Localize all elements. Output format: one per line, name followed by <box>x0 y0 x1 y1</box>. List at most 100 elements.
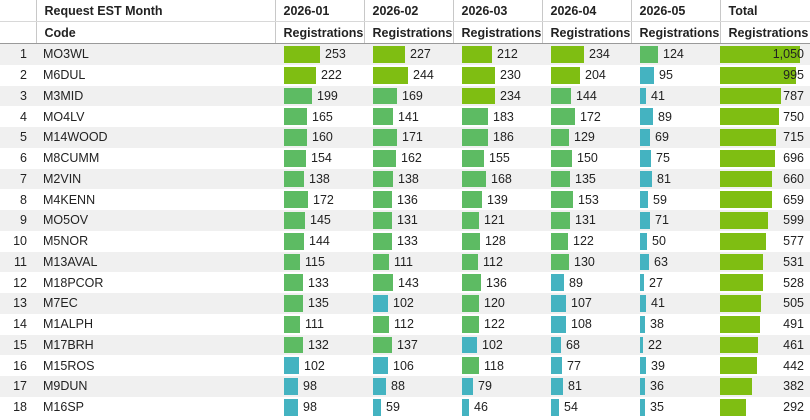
data-bar <box>373 336 392 354</box>
measure-header[interactable]: Registrations <box>363 21 453 44</box>
row-index: 3 <box>0 85 36 107</box>
total-cell: 660 <box>720 168 810 190</box>
cell-value: 160 <box>312 130 333 145</box>
cell-value: 98 <box>303 400 317 415</box>
table-row[interactable]: 5 M14WOOD 160 171 186 129 69 715 <box>0 127 810 148</box>
total-bar <box>720 315 760 333</box>
cell-value: 135 <box>308 296 329 311</box>
registrations-cell-2026-05: 75 <box>631 147 720 169</box>
total-value: 442 <box>783 358 804 373</box>
table-row[interactable]: 9 MO5OV 145 131 121 131 71 599 <box>0 210 810 231</box>
total-cell: 442 <box>720 355 810 376</box>
data-bar <box>373 149 396 167</box>
table-row[interactable]: 3 M3MID 199 169 234 144 41 787 <box>0 85 810 107</box>
table-row[interactable]: 4 MO4LV 165 141 183 172 89 750 <box>0 106 810 127</box>
data-bar <box>373 46 405 63</box>
registrations-cell-2026-05: 41 <box>631 293 720 314</box>
total-value: 696 <box>783 151 804 166</box>
data-bar <box>462 357 479 374</box>
data-bar <box>640 46 658 63</box>
measure-header-row: Code Registrations Registrations Registr… <box>0 21 810 44</box>
data-bar <box>284 295 303 312</box>
table-row[interactable]: 13 M7EC 135 102 120 107 41 505 <box>0 293 810 314</box>
code-column-header[interactable]: Code <box>35 21 275 44</box>
month-header-2026-02[interactable]: 2026-02 <box>363 0 453 22</box>
cell-value: 102 <box>304 358 325 373</box>
month-header-2026-01[interactable]: 2026-01 <box>274 0 364 22</box>
cell-value: 144 <box>309 234 330 249</box>
cell-value: 35 <box>650 400 664 415</box>
cell-value: 154 <box>311 151 332 166</box>
cell-value: 199 <box>317 88 338 103</box>
row-index: 9 <box>0 210 36 231</box>
measure-header[interactable]: Registrations <box>541 21 631 44</box>
total-cell: 382 <box>720 376 810 397</box>
registrations-cell-2026-02: 162 <box>364 147 453 169</box>
registrations-cell-2026-02: 59 <box>364 396 453 418</box>
cell-value: 89 <box>569 275 583 290</box>
registrations-cell-2026-01: 138 <box>275 168 364 190</box>
cell-value: 133 <box>308 275 329 290</box>
data-bar <box>373 170 393 188</box>
registrations-cell-2026-01: 115 <box>275 251 364 273</box>
registrations-cell-2026-03: 120 <box>453 293 542 314</box>
code-cell: M6DUL <box>36 64 275 86</box>
total-bar <box>720 212 768 229</box>
cell-value: 150 <box>577 151 598 166</box>
data-bar <box>462 212 479 229</box>
data-bar <box>284 232 304 250</box>
month-header-2026-04[interactable]: 2026-04 <box>541 0 631 22</box>
table-row[interactable]: 7 M2VIN 138 138 168 135 81 660 <box>0 168 810 190</box>
data-bar <box>284 129 307 146</box>
registrations-cell-2026-02: 106 <box>364 355 453 376</box>
registrations-cell-2026-03: 186 <box>453 127 542 148</box>
total-cell: 659 <box>720 189 810 210</box>
table-row[interactable]: 16 M15ROS 102 106 118 77 39 442 <box>0 355 810 376</box>
month-header-2026-05[interactable]: 2026-05 <box>630 0 720 22</box>
table-row[interactable]: 18 M16SP 98 59 46 54 35 292 <box>0 396 810 418</box>
table-row[interactable]: 8 M4KENN 172 136 139 153 59 659 <box>0 189 810 210</box>
total-value: 995 <box>783 68 804 83</box>
table-row[interactable]: 17 M9DUN 98 88 79 81 36 382 <box>0 376 810 397</box>
measure-header[interactable]: Registrations <box>274 21 364 44</box>
registrations-cell-2026-03: 79 <box>453 376 542 397</box>
table-row[interactable]: 1 MO3WL 253 227 212 234 124 1,050 <box>0 43 810 65</box>
data-bar <box>373 129 397 146</box>
data-bar <box>640 212 650 229</box>
table-row[interactable]: 6 M8CUMM 154 162 155 150 75 696 <box>0 147 810 169</box>
measure-header[interactable]: Registrations <box>719 21 810 44</box>
row-index: 4 <box>0 106 36 127</box>
cell-value: 38 <box>650 317 664 332</box>
cell-value: 54 <box>564 400 578 415</box>
table-row[interactable]: 2 M6DUL 222 244 230 204 95 995 <box>0 64 810 86</box>
table-row[interactable]: 10 M5NOR 144 133 128 122 50 577 <box>0 230 810 252</box>
total-header[interactable]: Total <box>719 0 810 22</box>
table-row[interactable]: 12 M18PCOR 133 143 136 89 27 528 <box>0 272 810 293</box>
registrations-cell-2026-04: 81 <box>542 376 631 397</box>
month-header-2026-03[interactable]: 2026-03 <box>452 0 542 22</box>
data-bar <box>284 336 303 354</box>
total-value: 461 <box>783 337 804 352</box>
data-bar <box>462 170 486 188</box>
cell-value: 63 <box>654 254 668 269</box>
cell-value: 204 <box>585 68 606 83</box>
measure-header[interactable]: Registrations <box>630 21 720 44</box>
data-bar <box>551 336 561 354</box>
data-bar <box>284 315 300 333</box>
table-row[interactable]: 14 M1ALPH 111 112 122 108 38 491 <box>0 313 810 335</box>
row-index: 11 <box>0 251 36 273</box>
group-label-header[interactable]: Request EST Month <box>35 0 275 22</box>
row-index: 13 <box>0 293 36 314</box>
column-group-header-row: Request EST Month 2026-01 2026-02 2026-0… <box>0 0 810 22</box>
total-cell: 750 <box>720 106 810 127</box>
data-bar <box>551 274 564 291</box>
table-row[interactable]: 15 M17BRH 132 137 102 68 22 461 <box>0 334 810 356</box>
total-bar <box>720 66 796 84</box>
registrations-cell-2026-03: 230 <box>453 64 542 86</box>
cell-value: 107 <box>571 296 592 311</box>
table-row[interactable]: 11 M13AVAL 115 111 112 130 63 531 <box>0 251 810 273</box>
total-value: 715 <box>783 130 804 145</box>
total-value: 599 <box>783 213 804 228</box>
measure-header[interactable]: Registrations <box>452 21 542 44</box>
registrations-cell-2026-04: 135 <box>542 168 631 190</box>
